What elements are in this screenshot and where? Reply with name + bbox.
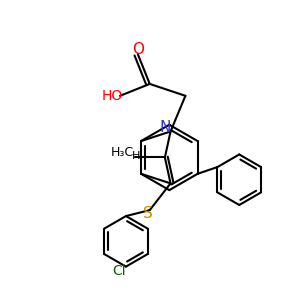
- Text: H₃C: H₃C: [111, 146, 134, 159]
- Text: S: S: [143, 206, 153, 220]
- Text: HO: HO: [102, 89, 123, 103]
- Text: Cl: Cl: [112, 264, 126, 278]
- Text: H: H: [132, 151, 141, 161]
- Text: N: N: [160, 120, 171, 135]
- Text: O: O: [132, 42, 144, 57]
